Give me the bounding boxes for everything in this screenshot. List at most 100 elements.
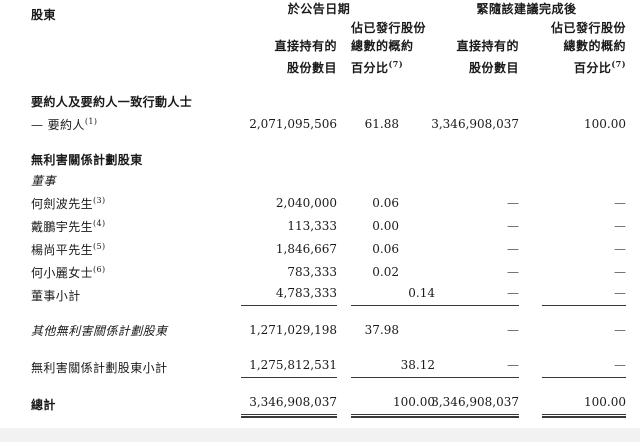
table-header: 股東 於公告日期 緊隨該建議完成後 佔已發行股份 佔已發行股份 直接持有的 總數…: [0, 0, 640, 91]
subheader-c3-line3: 股份數目: [413, 55, 533, 77]
numeric-value: 38.12: [351, 355, 435, 378]
subheader-c2-line2: 總數的概約: [351, 39, 414, 53]
subheader-c4-text: 百分比: [573, 61, 612, 75]
table-row: 戴鵬宇先生(4) 113,333 0.00 — —: [0, 214, 640, 237]
cell-value-col1: [225, 91, 351, 112]
numeric-value: [622, 91, 626, 112]
numeric-value: 3,346,908,037: [431, 117, 520, 131]
cell-value-col4: [533, 170, 640, 191]
cell-value-col4: —: [533, 191, 640, 214]
numeric-value: 100.00: [584, 117, 627, 131]
row-label-text: 戴鵬宇先生: [31, 220, 94, 234]
empty-dash: —: [614, 242, 627, 256]
cell-value-col2: 0.06: [351, 237, 413, 260]
numeric-value: 0.06: [372, 242, 400, 256]
group-header-row: 股東 於公告日期 緊隨該建議完成後: [0, 0, 640, 22]
subheader-c3-line2: 直接持有的: [456, 39, 520, 53]
cell-value-col4: —: [533, 237, 640, 260]
subheader-c2-line3: 百分比(7): [351, 55, 413, 77]
cell-value-col2: [351, 91, 413, 112]
cell-value-col1: 3,346,908,037: [225, 392, 351, 418]
numeric-value: [515, 170, 519, 191]
numeric-value: 1,846,667: [275, 242, 337, 256]
cell-value-col2: [351, 170, 413, 191]
table-row: 無利害關係計劃股東: [0, 149, 640, 170]
cell-value-col4: —: [533, 260, 640, 283]
spacer-cell: [0, 341, 640, 355]
numeric-value: 113,333: [287, 219, 337, 233]
cell-value-col2: 38.12: [351, 355, 435, 378]
row-label: 戴鵬宇先生(4): [0, 214, 225, 237]
numeric-value: 1,271,029,198: [249, 323, 337, 337]
row-label-text: 何小麗女士: [31, 266, 94, 280]
spacer-cell: [0, 378, 640, 392]
row-spacer: [0, 306, 640, 320]
row-label: 其他無利害關係計劃股東: [0, 320, 225, 341]
row-label-text: 其他無利害關係計劃股東: [31, 324, 168, 338]
row-label-text: 總計: [31, 398, 56, 412]
cell-value-col3: —: [413, 355, 533, 378]
row-label: 要約人及要約人一致行動人士: [0, 91, 225, 112]
row-label: 楊尚平先生(5): [0, 237, 225, 260]
empty-dash: —: [542, 355, 627, 378]
numeric-value: 0.06: [372, 196, 400, 210]
numeric-value: [395, 170, 399, 191]
subheader-c4-line2: 總數的概約: [563, 39, 627, 53]
subheader-row-line1: 直接持有的 總數的概約 直接持有的 總數的概約: [0, 37, 640, 55]
row-label-text: 何劍波先生: [31, 197, 94, 211]
numeric-value: 3,346,908,037: [423, 392, 520, 418]
cell-value-col3: [413, 170, 533, 191]
numeric-value: 0.14: [351, 283, 435, 306]
table-row: 楊尚平先生(5) 1,846,667 0.06 — —: [0, 237, 640, 260]
cell-value-col4: 100.00: [533, 392, 640, 418]
numeric-value: 0.02: [372, 265, 400, 279]
row-label: 董事: [0, 170, 225, 191]
footnote-marker: (5): [93, 242, 106, 251]
numeric-value: 0.00: [372, 219, 400, 233]
footnote-marker: (6): [93, 265, 106, 274]
cell-value-col2: 37.98: [351, 320, 413, 341]
empty-dash: —: [423, 283, 520, 306]
subheader-row-line0: 佔已發行股份 佔已發行股份: [0, 19, 640, 37]
cell-value-col3: [413, 91, 533, 112]
cell-value-col1: 1,271,029,198: [225, 320, 351, 341]
table-row: 何小麗女士(6) 783,333 0.02 — —: [0, 260, 640, 283]
table-row: 要約人及要約人一致行動人士: [0, 91, 640, 112]
subheader-c3-text: 股份數目: [469, 61, 520, 75]
cell-value-col3: —: [413, 237, 533, 260]
cell-value-col2: 61.88: [351, 112, 413, 135]
group-header-after-completion: 緊隨該建議完成後: [476, 2, 577, 16]
column-header-shareholder: 股東: [31, 8, 57, 22]
numeric-value: [395, 91, 399, 112]
cell-value-col1: 783,333: [225, 260, 351, 283]
numeric-value: [395, 149, 399, 170]
subheader-c1-blank: [225, 19, 351, 37]
row-label-text: 無利害關係計劃股東小計: [31, 361, 168, 375]
numeric-value: 4,783,333: [241, 283, 337, 306]
table-row: 總計 3,346,908,037 100.00 3,346,908,037 100.00: [0, 392, 640, 418]
numeric-value: [515, 91, 519, 112]
cell-value-col3: —: [413, 214, 533, 237]
cell-value-col4: —: [533, 355, 640, 378]
cell-value-col2: 0.06: [351, 191, 413, 214]
cell-value-col1: 4,783,333: [225, 283, 351, 306]
cell-value-col4: [533, 91, 640, 112]
spacer-cell: [0, 77, 640, 91]
cell-value-col4: —: [533, 320, 640, 341]
numeric-value: [622, 149, 626, 170]
cell-value-col2: 0.00: [351, 214, 413, 237]
cell-value-col3: —: [413, 260, 533, 283]
table-row: — 要約人(1) 2,071,095,506 61.88 3,346,908,037 1…: [0, 112, 640, 135]
footnote-marker-7a: (7): [388, 59, 404, 69]
spacer-cell: [0, 306, 640, 320]
cell-value-col2: [351, 149, 413, 170]
cell-value-col2: 0.02: [351, 260, 413, 283]
cell-value-col4: —: [533, 283, 640, 306]
cell-value-col4: —: [533, 214, 640, 237]
row-label-text: 董事: [31, 174, 56, 188]
footnote-marker: (4): [93, 219, 106, 228]
empty-dash: —: [614, 219, 627, 233]
table-row: 董事小計 4,783,333 0.14— —: [0, 283, 640, 306]
page-footer-band: [0, 428, 640, 442]
table-row: 其他無利害關係計劃股東 1,271,029,198 37.98 — —: [0, 320, 640, 341]
